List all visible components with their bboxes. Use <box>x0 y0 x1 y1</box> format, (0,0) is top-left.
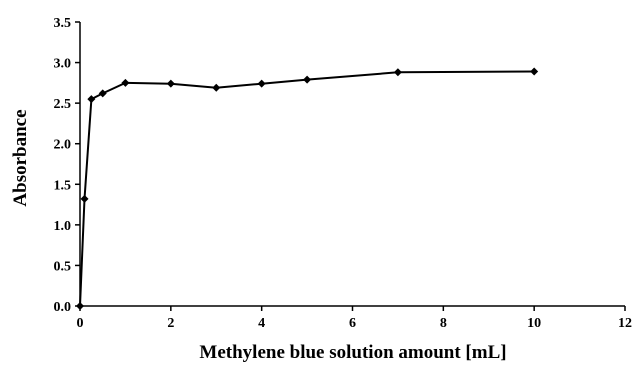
x-tick-label: 8 <box>440 316 447 331</box>
data-point <box>166 79 175 88</box>
data-point <box>212 83 221 92</box>
data-point <box>393 68 402 77</box>
y-tick-label: 2.0 <box>54 138 72 153</box>
y-tick-label: 0.0 <box>54 300 72 315</box>
y-tick-label: 3.5 <box>54 16 72 31</box>
y-tick-label: 3.0 <box>54 57 72 72</box>
y-tick-label: 1.0 <box>54 219 72 234</box>
y-tick-label: 2.5 <box>54 97 72 112</box>
x-tick-label: 0 <box>77 316 84 331</box>
x-tick-label: 10 <box>527 316 541 331</box>
plot-area: 0.0 0.5 1.0 1.5 2.0 2.5 3.0 3.5 0 2 4 6 8 10 12 <box>54 16 632 331</box>
series-line <box>79 70 535 307</box>
data-point <box>76 302 84 310</box>
y-tick-label: 1.5 <box>54 178 72 193</box>
x-tick-label: 2 <box>167 316 174 331</box>
data-point <box>80 194 89 203</box>
x-tick-label: 12 <box>618 316 632 331</box>
data-point <box>303 75 312 84</box>
data-point <box>87 95 96 104</box>
data-point <box>530 67 539 76</box>
y-axis-title: Absorbance <box>10 109 31 206</box>
y-tick-label: 0.5 <box>54 259 72 274</box>
data-point <box>257 79 266 88</box>
x-tick-label: 4 <box>258 316 265 331</box>
x-axis-title: Methylene blue solution amount [mL] <box>199 342 506 363</box>
x-tick-label: 6 <box>349 316 356 331</box>
data-point <box>98 89 107 98</box>
data-point <box>121 78 130 87</box>
